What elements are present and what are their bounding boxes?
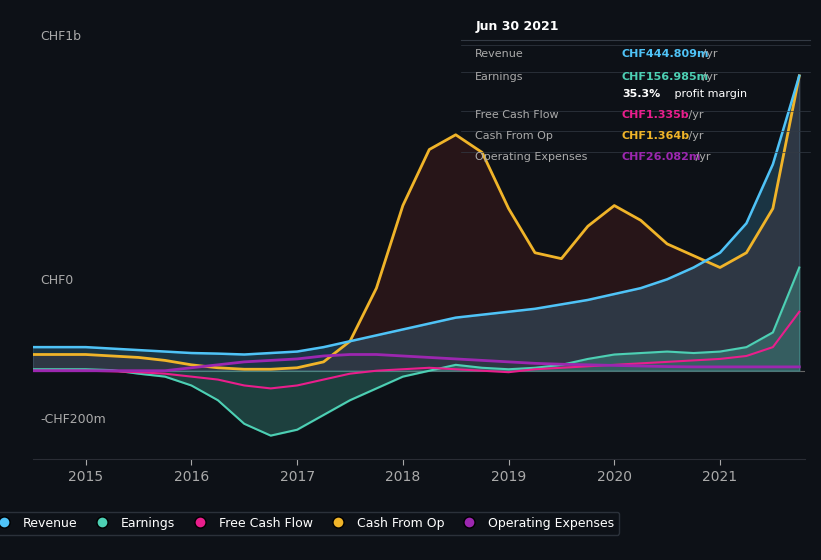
Text: CHF444.809m: CHF444.809m	[622, 49, 709, 59]
Text: /yr: /yr	[699, 49, 718, 59]
Text: CHF156.985m: CHF156.985m	[622, 72, 709, 82]
Text: CHF0: CHF0	[40, 273, 74, 287]
Text: profit margin: profit margin	[671, 90, 747, 99]
Text: -CHF200m: -CHF200m	[40, 413, 106, 426]
Text: Jun 30 2021: Jun 30 2021	[475, 20, 559, 32]
Text: /yr: /yr	[692, 152, 710, 162]
Text: /yr: /yr	[685, 131, 704, 141]
Text: CHF1.364b: CHF1.364b	[622, 131, 690, 141]
Text: Cash From Op: Cash From Op	[475, 131, 553, 141]
Text: CHF1b: CHF1b	[40, 30, 81, 43]
Text: Operating Expenses: Operating Expenses	[475, 152, 588, 162]
Text: 35.3%: 35.3%	[622, 90, 660, 99]
Text: Revenue: Revenue	[475, 49, 524, 59]
Text: CHF1.335b: CHF1.335b	[622, 110, 690, 120]
Text: Earnings: Earnings	[475, 72, 524, 82]
Text: Free Cash Flow: Free Cash Flow	[475, 110, 559, 120]
Text: CHF26.082m: CHF26.082m	[622, 152, 701, 162]
Text: /yr: /yr	[699, 72, 718, 82]
Text: /yr: /yr	[685, 110, 704, 120]
Legend: Revenue, Earnings, Free Cash Flow, Cash From Op, Operating Expenses: Revenue, Earnings, Free Cash Flow, Cash …	[0, 512, 619, 535]
